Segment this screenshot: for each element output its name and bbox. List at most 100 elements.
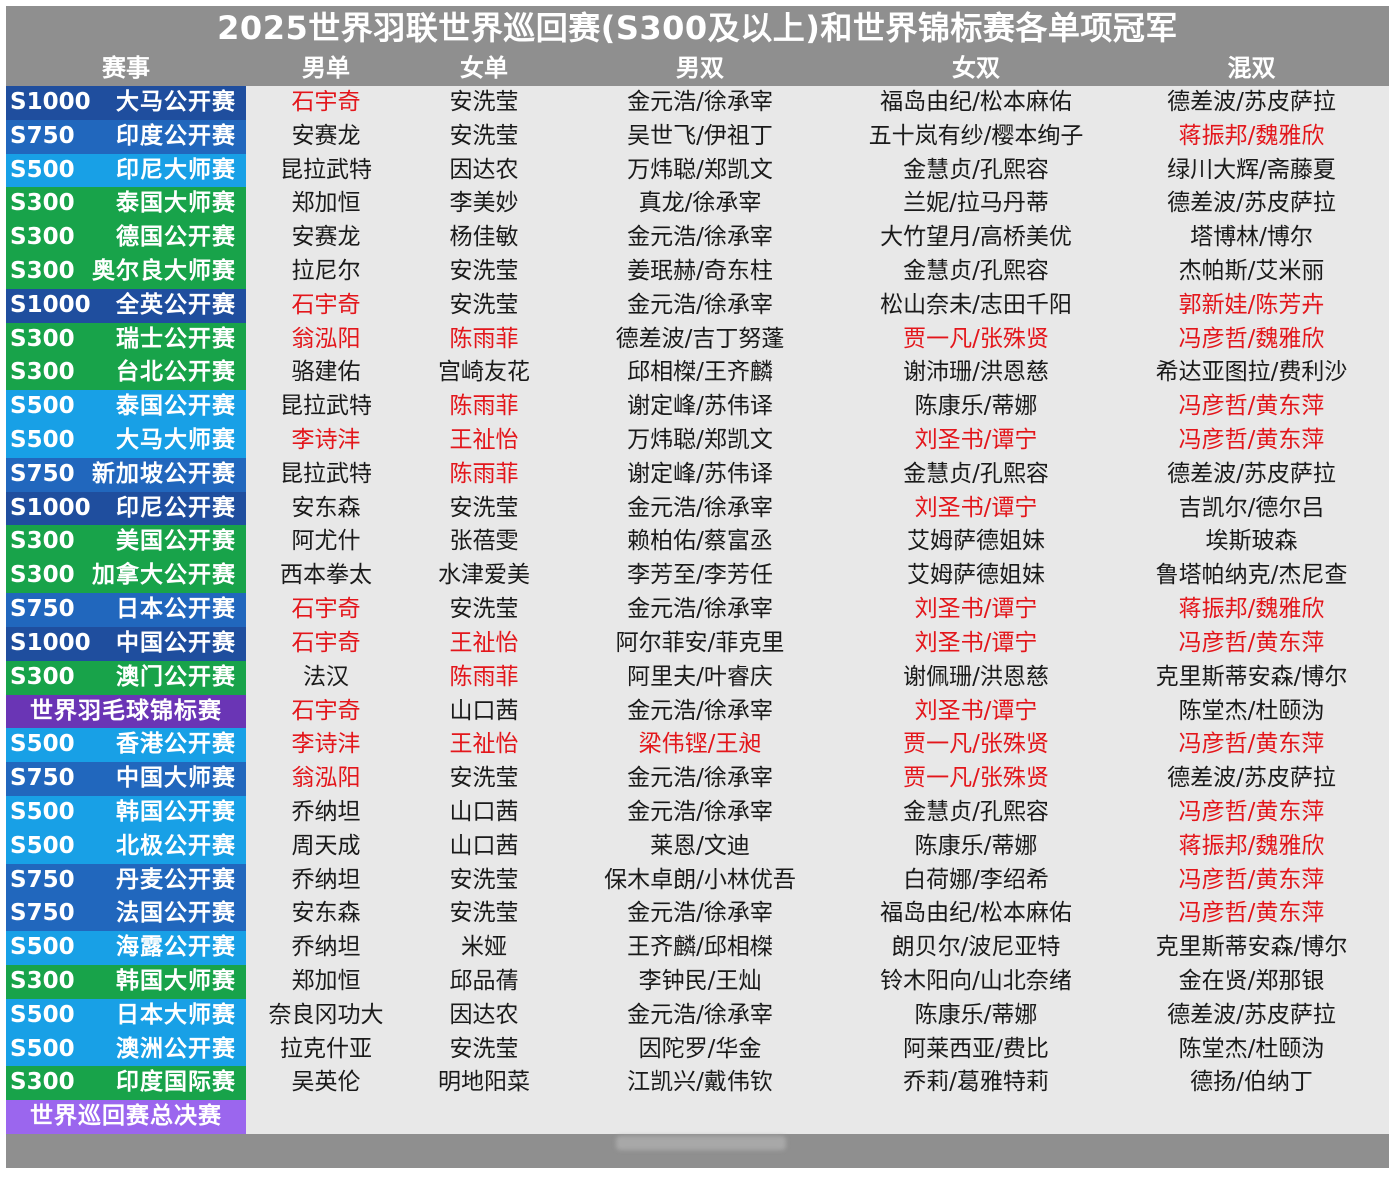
table-row: S300 印度国际赛 吴英伦 明地阳菜 江凯兴/戴伟钦 乔莉/葛雅特莉 德扬/伯纳丁	[6, 1066, 1389, 1101]
table-row: S750 新加坡公开赛 昆拉武特 陈雨菲 谢定峰/苏伟译 金慧贞/孔熙容 德差波/苏皮萨拉	[6, 457, 1389, 492]
mens-doubles-cell: 赖柏佑/蔡富丞	[627, 528, 773, 555]
event-cell: S500 大马大师赛	[6, 424, 246, 458]
event-name: 台北公开赛	[116, 359, 236, 386]
womens-doubles-cell: 艾姆萨德姐妹	[907, 528, 1045, 555]
header-mixed-doubles: 混双	[1227, 54, 1276, 82]
womens-singles-cell: 陈雨菲	[449, 325, 519, 352]
event-level: S750	[10, 122, 75, 149]
table-row: S500 北极公开赛 周天成 山口茜 莱恩/文迪 陈康乐/蒂娜 蒋振邦/魏雅欣	[6, 829, 1389, 864]
mens-doubles-cell	[562, 1100, 838, 1134]
mens-doubles-cell: 金元浩/徐承宰	[627, 1001, 773, 1028]
mens-doubles-cell: 真龙/徐承宰	[638, 190, 762, 217]
event-level: S300	[10, 562, 75, 589]
table-body: S1000 大马公开赛 石宇奇 安洗莹 金元浩/徐承宰 福岛由纪/松本麻佑 德差波/苏皮萨拉…	[6, 86, 1389, 1134]
womens-doubles-cell: 福岛由纪/松本麻佑	[880, 900, 1072, 927]
mixed-doubles-cell: 埃斯玻森	[1205, 528, 1298, 555]
womens-singles-cell: 山口茜	[449, 798, 519, 825]
event-level: S1000	[10, 629, 91, 656]
event-name: 瑞士公开赛	[116, 325, 236, 352]
mens-doubles-cell: 金元浩/徐承宰	[627, 697, 773, 724]
event-level: S750	[10, 596, 75, 623]
mens-doubles-cell: 万炜聪/郑凯文	[627, 427, 773, 454]
mens-singles-cell: 法汉	[303, 663, 349, 690]
event-name: 印尼公开赛	[116, 494, 236, 521]
event-cell: S300 印度国际赛	[6, 1066, 246, 1101]
mens-doubles-cell: 阿里夫/叶睿庆	[627, 663, 773, 690]
womens-singles-cell: 陈雨菲	[449, 460, 519, 487]
mens-doubles-cell: 德差波/吉丁努蓬	[615, 325, 785, 352]
event-name: 印度公开赛	[116, 122, 236, 149]
mens-doubles-cell: 金元浩/徐承宰	[627, 89, 773, 115]
mixed-doubles-cell: 蒋振邦/魏雅欣	[1178, 596, 1325, 623]
event-cell: S500 日本大师赛	[6, 998, 246, 1033]
blurred-watermark	[616, 1136, 786, 1150]
mixed-doubles-cell: 冯彦哲/魏雅欣	[1178, 325, 1325, 352]
mixed-doubles-cell: 郭新娃/陈芳卉	[1178, 291, 1325, 318]
mens-singles-cell: 奈良冈功大	[268, 1001, 384, 1028]
womens-singles-cell: 因达农	[449, 1001, 519, 1028]
table-row: S300 瑞士公开赛 翁泓阳 陈雨菲 德差波/吉丁努蓬 贾一凡/张殊贤 冯彦哲/魏雅欣	[6, 322, 1389, 357]
womens-doubles-cell: 乔莉/葛雅特莉	[903, 1069, 1049, 1096]
table-row: S300 德国公开赛 安赛龙 杨佳敏 金元浩/徐承宰 大竹望月/高桥美优 塔博林/博尔	[6, 221, 1389, 256]
womens-singles-cell: 水津爱美	[438, 562, 530, 589]
event-cell: S300 台北公开赛	[6, 356, 246, 391]
event-level: S300	[10, 258, 75, 285]
womens-doubles-cell: 刘圣书/谭宁	[914, 494, 1038, 521]
mens-doubles-cell: 金元浩/徐承宰	[627, 494, 773, 521]
mixed-doubles-cell: 塔博林/博尔	[1190, 224, 1313, 251]
header-womens-singles: 女单	[460, 54, 508, 82]
event-cell: S500 韩国公开赛	[6, 795, 246, 830]
page-title: 2025世界羽联世界巡回赛(S300及以上)和世界锦标赛各单项冠军	[217, 9, 1178, 47]
mens-singles-cell: 李诗沣	[291, 427, 361, 454]
event-level: S500	[10, 156, 75, 183]
event-cell: S300 德国公开赛	[6, 221, 246, 256]
table-row: 世界巡回赛总决赛	[6, 1100, 1389, 1134]
event-cell: S1000 印尼公开赛	[6, 491, 246, 526]
mixed-doubles-cell: 冯彦哲/黄东萍	[1178, 900, 1325, 927]
table-row: S500 日本大师赛 奈良冈功大 因达农 金元浩/徐承宰 陈康乐/蒂娜 德差波/苏皮萨拉	[6, 998, 1389, 1033]
mens-singles-cell: 安赛龙	[291, 122, 361, 149]
event-cell: S750 新加坡公开赛	[6, 457, 246, 492]
event-cell: S500 海露公开赛	[6, 931, 246, 965]
event-cell: S1000 中国公开赛	[6, 626, 246, 661]
event-name: 泰国大师赛	[116, 190, 236, 217]
mens-singles-cell: 李诗沣	[291, 731, 361, 758]
mixed-doubles-cell: 陈堂杰/杜颐沩	[1178, 697, 1325, 724]
table-row: S500 香港公开赛 李诗沣 王祉怡 梁伟铿/王昶 贾一凡/张殊贤 冯彦哲/黄东萍	[6, 728, 1389, 763]
womens-singles-cell: 邱品蒨	[449, 967, 519, 994]
mixed-doubles-cell: 冯彦哲/黄东萍	[1178, 866, 1325, 893]
table-row: S300 加拿大公开赛 西本拳太 水津爱美 李芳至/李芳任 艾姆萨德姐妹 鲁塔帕纳克/杰尼查	[6, 559, 1389, 594]
womens-doubles-cell	[838, 1100, 1114, 1134]
mens-singles-cell: 拉尼尔	[291, 258, 361, 285]
mixed-doubles-cell: 德差波/苏皮萨拉	[1167, 89, 1336, 115]
womens-doubles-cell: 金慧贞/孔熙容	[903, 460, 1049, 487]
table-row: S300 奥尔良大师赛 拉尼尔 安洗莹 姜珉赫/奇东柱 金慧贞/孔熙容 杰帕斯/艾米丽	[6, 255, 1389, 289]
mixed-doubles-cell: 吉凯尔/德尔吕	[1178, 494, 1325, 521]
mens-singles-cell: 翁泓阳	[291, 325, 361, 352]
mens-doubles-cell: 谢定峰/苏伟译	[627, 393, 773, 420]
womens-doubles-cell: 陈康乐/蒂娜	[914, 1001, 1038, 1028]
event-name: 丹麦公开赛	[116, 866, 236, 893]
womens-singles-cell: 米娅	[461, 934, 507, 961]
table-row: S300 澳门公开赛 法汉 陈雨菲 阿里夫/叶睿庆 谢佩珊/洪恩慈 克里斯蒂安森/博尔	[6, 660, 1389, 695]
event-name: 日本公开赛	[116, 596, 236, 623]
mens-singles-cell: 翁泓阳	[291, 765, 361, 792]
womens-doubles-cell: 松山奈未/志田千阳	[880, 291, 1072, 318]
event-name: 中国公开赛	[116, 629, 236, 656]
mens-doubles-cell: 保木卓朗/小林优吾	[604, 866, 796, 893]
event-level: S750	[10, 900, 75, 927]
mens-doubles-cell: 邱相榤/王齐麟	[627, 359, 773, 386]
mens-doubles-cell: 李钟民/王灿	[638, 967, 762, 994]
event-level: S500	[10, 798, 75, 825]
event-level: S1000	[10, 89, 91, 115]
womens-singles-cell: 安洗莹	[449, 765, 519, 792]
event-name: 澳门公开赛	[116, 663, 236, 690]
womens-singles-cell: 明地阳菜	[438, 1069, 530, 1096]
mens-singles-cell: 吴英伦	[291, 1069, 361, 1096]
mens-singles-cell: 石宇奇	[291, 596, 361, 623]
womens-singles-cell: 陈雨菲	[449, 663, 519, 690]
mixed-doubles-cell: 冯彦哲/黄东萍	[1178, 798, 1325, 825]
mens-doubles-cell: 谢定峰/苏伟译	[627, 460, 773, 487]
mixed-doubles-cell: 德差波/苏皮萨拉	[1167, 765, 1336, 792]
champions-table: 2025世界羽联世界巡回赛(S300及以上)和世界锦标赛各单项冠军 赛事 男单 …	[6, 6, 1389, 1168]
